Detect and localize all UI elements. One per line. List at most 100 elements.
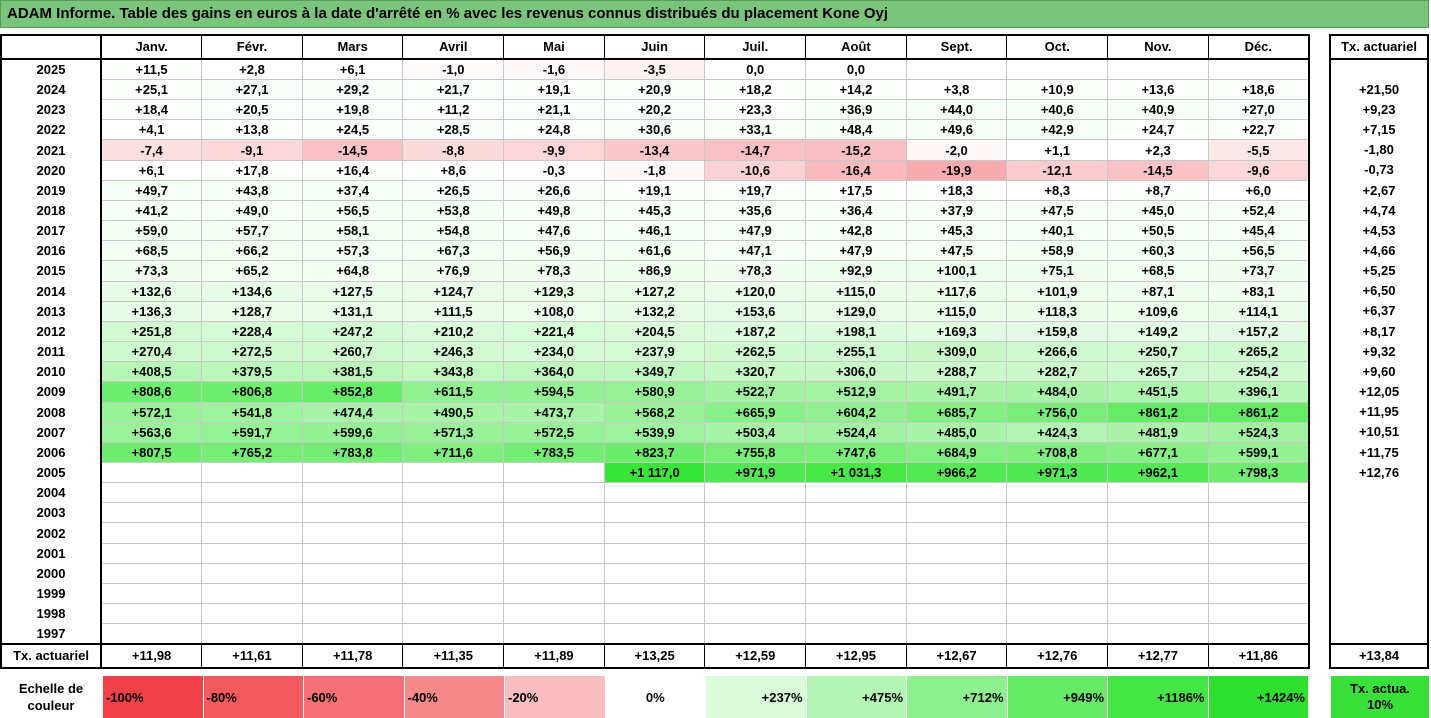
gain-cell	[301, 582, 404, 605]
gain-cell: -1,0	[402, 58, 505, 80]
gain-cell: +684,9	[905, 441, 1008, 463]
gain-cell	[805, 562, 907, 584]
table-row: 2022 +4,1 +13,8 +24,5 +28,5 +24,8 +30,6 +33,1 +4…	[1, 119, 1310, 141]
gain-cell: +17,8	[201, 159, 303, 181]
year-cell: 2020	[1, 160, 102, 181]
gain-cell: +76,9	[402, 260, 505, 282]
gain-cell	[402, 502, 505, 524]
side-row: -1,80	[1330, 140, 1428, 160]
gain-cell: +485,0	[905, 421, 1008, 443]
gain-cell: +114,1	[1207, 300, 1310, 322]
gain-cell: +29,2	[301, 78, 404, 101]
actuarial-rate-cell: +5,25	[1362, 263, 1396, 279]
color-scale-swatch: +712%	[906, 676, 1007, 718]
gain-cell: +320,7	[704, 361, 807, 383]
gain-cell: +503,4	[704, 421, 807, 443]
footer-rate-cell: +11,89	[503, 642, 605, 668]
gain-cell: +571,3	[402, 421, 505, 443]
gain-cell: +50,5	[1107, 220, 1209, 242]
side-row	[1330, 543, 1428, 563]
table-row: 2025 +11,5 +2,8 +6,1 -1,0 -1,6 -3,5 0,0 0,0	[1, 58, 1310, 80]
year-cell: 2012	[1, 321, 102, 342]
table-row: 2020 +6,1 +17,8 +16,4 +8,6 -0,3 -1,8 -10,6 -16,4…	[1, 159, 1310, 181]
gain-cell: +47,1	[704, 240, 807, 262]
gain-cell: +599,6	[301, 421, 404, 443]
side-row: +6,37	[1330, 301, 1428, 321]
gain-cell	[1006, 562, 1109, 584]
month-header: Avril	[402, 35, 505, 60]
actuarial-rate-cell: +12,05	[1358, 384, 1400, 400]
gain-cell: +783,5	[503, 441, 605, 463]
year-cell: 2016	[1, 240, 102, 261]
gain-cell: +228,4	[201, 320, 303, 343]
gain-cell: +56,5	[301, 199, 404, 222]
gain-cell: +44,0	[905, 99, 1008, 121]
gain-cell	[100, 623, 203, 645]
gain-cell: +237,9	[603, 341, 706, 363]
color-scale-swatch: -40%	[403, 676, 504, 718]
gain-cell: +524,3	[1207, 421, 1310, 443]
gain-cell: -14,7	[704, 139, 807, 161]
gain-cell: +115,0	[805, 280, 907, 302]
year-cell: 2019	[1, 180, 102, 201]
gain-cell	[704, 482, 807, 504]
gain-cell: +75,1	[1006, 260, 1109, 282]
gain-cell: -12,1	[1006, 159, 1109, 181]
gain-cell: +755,8	[704, 441, 807, 463]
year-cell: 2001	[1, 543, 102, 564]
gain-cell	[1006, 582, 1109, 605]
side-row: +2,67	[1330, 180, 1428, 200]
gain-cell: +42,9	[1006, 119, 1109, 141]
gain-cell	[805, 522, 907, 544]
gain-cell	[201, 522, 303, 544]
gain-cell: +111,5	[402, 300, 505, 322]
gain-cell: +59,0	[100, 220, 203, 242]
gain-cell: +22,7	[1207, 119, 1310, 141]
gain-cell: +250,7	[1107, 341, 1209, 363]
gain-cell	[905, 522, 1008, 544]
gain-cell	[905, 623, 1008, 645]
gain-cell: +109,6	[1107, 300, 1209, 322]
gain-cell: +541,8	[201, 401, 303, 423]
month-header: Févr.	[201, 35, 303, 60]
footer-rate-cell: +12,59	[704, 642, 807, 668]
gain-cell	[1207, 562, 1310, 584]
actuarial-rate-table: Tx. actuariel +21,50 +9,23 +7,15 -1,80 -0,73 +…	[1329, 34, 1429, 669]
gain-cell: +396,1	[1207, 381, 1310, 403]
gain-cell	[301, 542, 404, 564]
actuarial-rate-cell: +21,50	[1358, 81, 1400, 97]
gain-cell: +572,5	[503, 421, 605, 443]
gain-cell	[603, 482, 706, 504]
gain-cell	[1006, 502, 1109, 524]
side-footer-row: +13,84	[1330, 642, 1428, 668]
gain-cell	[704, 502, 807, 524]
year-cell: 2018	[1, 200, 102, 221]
gain-cell	[1207, 522, 1310, 544]
gain-cell	[1207, 582, 1310, 605]
gain-cell: +49,8	[503, 199, 605, 222]
year-cell: 2017	[1, 220, 102, 241]
gain-cell: -5,5	[1207, 139, 1310, 161]
gain-cell: +66,2	[201, 240, 303, 262]
gain-cell: -3,5	[603, 58, 706, 80]
gain-cell	[704, 522, 807, 544]
gain-cell: -13,4	[603, 139, 706, 161]
side-row	[1330, 523, 1428, 543]
gain-cell: +246,3	[402, 341, 505, 363]
gain-cell: +58,1	[301, 220, 404, 242]
gain-cell	[402, 623, 505, 645]
gain-cell: +24,5	[301, 119, 404, 141]
gain-cell: +563,6	[100, 421, 203, 443]
gain-cell: +747,6	[805, 441, 907, 463]
footer-rate-cell: +11,78	[301, 642, 404, 668]
year-cell: 2006	[1, 442, 102, 463]
gain-cell: +41,2	[100, 199, 203, 222]
side-row: +4,74	[1330, 200, 1428, 220]
actuarial-rate-cell: -1,80	[1364, 142, 1394, 158]
table-row: 2014 +132,6 +134,6 +127,5 +124,7 +129,3 +127,2…	[1, 280, 1310, 302]
gain-cell: +36,4	[805, 199, 907, 222]
gain-cell	[1107, 522, 1209, 544]
month-header: Mars	[301, 35, 404, 60]
actuarial-rate-cell: +11,75	[1359, 444, 1399, 460]
gain-cell: +798,3	[1207, 461, 1310, 484]
